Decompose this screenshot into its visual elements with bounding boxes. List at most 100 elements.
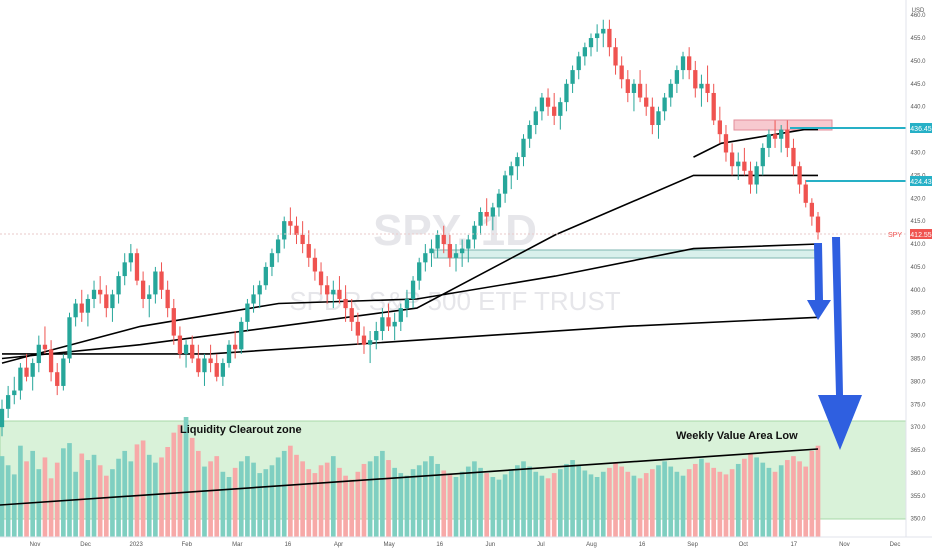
volume-bar bbox=[643, 473, 649, 537]
candle-body bbox=[766, 134, 772, 148]
currency-label: USD bbox=[912, 8, 925, 14]
candle-body bbox=[325, 285, 330, 295]
candle-body bbox=[521, 138, 526, 158]
volume-bar bbox=[803, 466, 809, 537]
volume-bar bbox=[410, 469, 416, 537]
candle-body bbox=[674, 70, 680, 84]
volume-bar bbox=[404, 475, 410, 537]
candle-body bbox=[165, 289, 170, 309]
candle-body bbox=[687, 56, 692, 71]
candle-body bbox=[539, 97, 545, 112]
candle-body bbox=[42, 344, 48, 350]
candle-body bbox=[760, 147, 765, 167]
volume-bar bbox=[373, 456, 379, 537]
candle-body bbox=[208, 358, 213, 364]
candle-body bbox=[705, 83, 710, 93]
volume-bar bbox=[545, 478, 551, 537]
volume-bar bbox=[343, 475, 348, 537]
candle-body bbox=[717, 120, 722, 135]
candle-body bbox=[12, 390, 17, 396]
candle-body bbox=[245, 303, 250, 322]
candle-body bbox=[79, 303, 84, 313]
candle-body bbox=[502, 175, 508, 194]
candle-body bbox=[594, 33, 600, 39]
volume-bar bbox=[275, 457, 281, 537]
price-tick: 440.0 bbox=[910, 105, 926, 111]
candle-body bbox=[496, 193, 502, 208]
price-tag-last: SPY 412.55 bbox=[888, 229, 932, 239]
candle-body bbox=[251, 294, 256, 304]
candle-body bbox=[159, 271, 164, 290]
candle-body bbox=[300, 234, 305, 245]
candle-body bbox=[570, 70, 575, 84]
volume-bar bbox=[441, 470, 447, 537]
volume-bar bbox=[195, 450, 201, 537]
volume-bar bbox=[103, 475, 109, 537]
price-tick: 405.0 bbox=[910, 265, 926, 271]
volume-bar bbox=[251, 462, 256, 537]
volume-bar bbox=[245, 456, 250, 537]
volume-bar bbox=[680, 475, 686, 537]
candle-body bbox=[104, 294, 109, 309]
volume-bar bbox=[809, 450, 815, 537]
volume-bar bbox=[729, 469, 735, 537]
time-axis[interactable]: Nov Dec 2023 Feb Mar 16 Apr May 16 Jun Jul Aug 16 Sep… bbox=[30, 542, 901, 548]
volume-bar bbox=[594, 477, 600, 537]
volume-bar bbox=[692, 463, 698, 537]
volume-bar bbox=[208, 461, 213, 537]
volume-bar bbox=[269, 465, 275, 537]
candles bbox=[0, 19, 821, 437]
time-tick: 17 bbox=[790, 542, 797, 548]
candle-body bbox=[220, 363, 226, 377]
candle-body bbox=[668, 83, 673, 98]
candle-body bbox=[588, 38, 594, 48]
volume-bar bbox=[294, 454, 299, 537]
candle-body bbox=[545, 97, 551, 107]
time-tick: Jul bbox=[537, 542, 545, 548]
volume-bar bbox=[784, 460, 790, 537]
volume-bar bbox=[496, 479, 502, 537]
zone-label: Liquidity Clearout zone bbox=[180, 424, 302, 436]
volume-bar bbox=[453, 477, 459, 537]
candle-body bbox=[257, 285, 262, 295]
candle-body bbox=[134, 253, 140, 281]
price-tick: 375.0 bbox=[910, 402, 926, 408]
time-tick: Nov bbox=[30, 542, 41, 548]
candle-body bbox=[226, 344, 232, 364]
candle-body bbox=[73, 303, 78, 318]
candle-body bbox=[282, 221, 287, 240]
candle-body bbox=[24, 367, 29, 377]
price-tick: 420.0 bbox=[910, 196, 926, 202]
volume-bar bbox=[355, 471, 361, 537]
volume-bar bbox=[735, 463, 741, 537]
candle-body bbox=[306, 244, 311, 258]
volume-bar bbox=[490, 477, 496, 537]
volume-layer bbox=[0, 417, 821, 537]
volume-bar bbox=[42, 457, 48, 537]
candle-body bbox=[171, 308, 176, 336]
candle-body bbox=[564, 83, 569, 103]
svg-text:436.45: 436.45 bbox=[910, 126, 932, 133]
volume-bar bbox=[398, 473, 404, 537]
candle-body bbox=[601, 28, 606, 34]
arrow-large-icon bbox=[818, 237, 862, 450]
volume-bar bbox=[576, 465, 582, 537]
volume-bar bbox=[128, 461, 134, 537]
volume-bar bbox=[600, 471, 606, 537]
volume-bar bbox=[122, 450, 128, 537]
volume-bar bbox=[527, 466, 532, 537]
price-tick: 415.0 bbox=[910, 219, 926, 225]
candle-body bbox=[374, 331, 379, 341]
candle-body bbox=[656, 111, 661, 126]
candle-body bbox=[490, 207, 495, 217]
candle-body bbox=[147, 294, 152, 299]
watermark-symbol: SPY, 1D bbox=[373, 206, 537, 255]
volume-bar bbox=[533, 471, 539, 537]
candle-body bbox=[36, 344, 41, 364]
price-axis-bg bbox=[906, 0, 932, 537]
candle-body bbox=[754, 166, 759, 185]
candle-body bbox=[275, 239, 281, 254]
candle-body bbox=[552, 106, 557, 116]
candle-body bbox=[453, 253, 459, 258]
